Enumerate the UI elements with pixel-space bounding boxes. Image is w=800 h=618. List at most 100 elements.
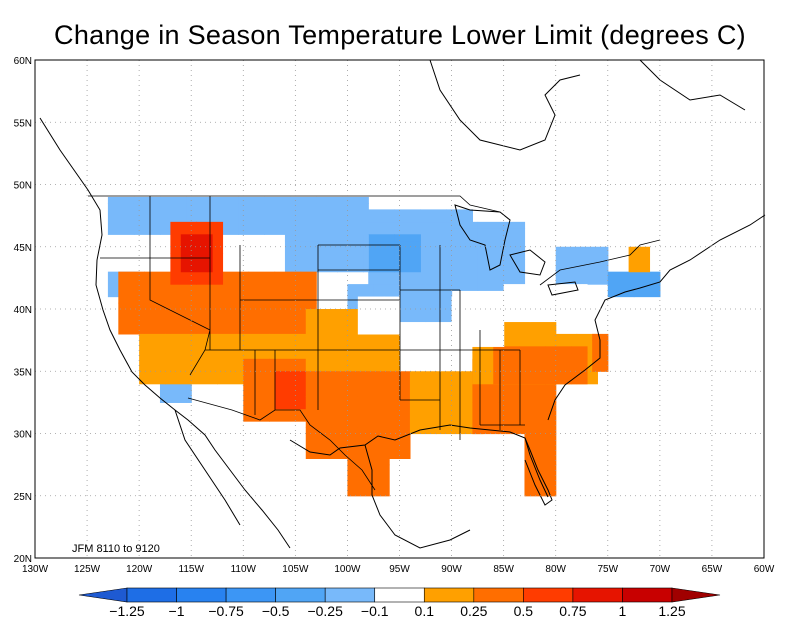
data-cells — [107, 196, 661, 497]
grid-cell — [342, 203, 369, 235]
grid-cell — [555, 290, 583, 323]
grid-cell — [347, 464, 375, 497]
grid-cell — [316, 203, 343, 235]
x-tick-label: 75W — [598, 564, 619, 575]
y-tick-label: 25N — [14, 492, 32, 503]
grid-cell — [519, 346, 546, 354]
colorbar-swatch — [275, 587, 326, 603]
grid-cell — [357, 302, 385, 335]
grid-cell — [118, 271, 145, 304]
x-tick-label: 85W — [493, 564, 514, 575]
grid-cell — [581, 284, 588, 291]
grid-cell — [550, 433, 557, 466]
colorbar-label: −0.25 — [307, 603, 343, 618]
grid-cell — [238, 203, 265, 235]
grid-cell — [118, 302, 145, 335]
colorbar-swatch — [126, 587, 177, 603]
colorbar-swatch — [622, 587, 673, 603]
us-canada-border — [88, 195, 661, 286]
grid-cell — [305, 371, 333, 397]
grid-cell — [477, 315, 505, 347]
grid-cell — [144, 271, 171, 304]
grid-cell — [571, 346, 588, 354]
grid-cell — [550, 464, 557, 497]
grid-cell — [420, 252, 447, 285]
x-tick-label: 65W — [702, 564, 723, 575]
grid-cell — [383, 396, 411, 428]
x-tick-label: 115W — [179, 564, 205, 575]
grid-cell — [248, 302, 276, 335]
grid-cell — [545, 346, 572, 354]
grid-cell — [144, 302, 171, 335]
grid-cell — [264, 203, 291, 235]
y-tick-label: 40N — [14, 305, 32, 316]
grid-cell — [581, 246, 609, 254]
grid-cell — [503, 259, 526, 291]
grid-cell — [274, 377, 302, 410]
grid-cell — [420, 209, 447, 223]
grid-cell — [274, 302, 302, 335]
grid-cell — [503, 284, 531, 291]
grid-cell — [300, 371, 307, 379]
colorbar: −1.25 −1 −0.75 −0.5 −0.25 −0.1 0.1 0.25 0.5 0.75 1… — [78, 587, 721, 618]
grid-cell — [368, 234, 395, 242]
period-annotation: JFM 8110 to 9120 — [72, 543, 160, 555]
grid-cell — [222, 271, 250, 304]
coastlines — [39, 59, 766, 549]
grid-cell — [571, 352, 588, 385]
grid-cell — [503, 228, 526, 260]
grid-cell — [331, 371, 359, 397]
colorbar-swatch — [324, 587, 376, 603]
colorbar-label: 0.1 — [415, 603, 435, 618]
grid-cell — [186, 196, 213, 204]
grid-cell — [274, 271, 302, 304]
grid-cell — [357, 371, 385, 397]
grid-cell — [269, 333, 296, 354]
x-tick-label: 100W — [334, 564, 361, 575]
grid-cell — [107, 203, 135, 235]
grid-cell — [592, 333, 609, 341]
grid-cell — [337, 234, 364, 242]
grid-cell — [425, 290, 453, 323]
grid-cell — [383, 371, 411, 397]
grid-cell — [383, 340, 401, 372]
grid-cell — [420, 221, 447, 254]
grid-cell — [399, 284, 427, 291]
grid-cell — [550, 371, 557, 403]
colorbar-swatch — [473, 587, 524, 603]
grid-cell — [238, 196, 265, 204]
grid-cell — [331, 396, 359, 428]
grid-cell — [186, 371, 192, 403]
colorbar-label: 1 — [619, 603, 627, 618]
grid-cell — [243, 333, 270, 354]
grid-cell — [451, 221, 479, 229]
grid-cell — [555, 252, 583, 285]
grid-cell — [545, 352, 572, 385]
grid-cell — [264, 196, 291, 204]
y-tick-label: 45N — [14, 243, 32, 254]
x-tick-label: 110W — [231, 564, 257, 575]
grid-cell — [451, 228, 479, 260]
grid-cell — [305, 340, 333, 372]
colorbar-label: −0.75 — [208, 603, 244, 618]
grid-cell — [305, 396, 333, 428]
map-frame — [34, 59, 765, 559]
grid-cell — [373, 445, 390, 466]
grid-cell — [316, 196, 343, 204]
grid-cell — [180, 234, 208, 242]
grid-cell — [133, 203, 161, 235]
x-tick-label: 125W — [74, 564, 101, 575]
y-tick-label: 50N — [14, 181, 32, 192]
colorbar-swatch — [176, 587, 227, 603]
grid-cell — [363, 234, 369, 242]
colorbar-label: −0.5 — [262, 603, 290, 618]
grid-cell — [290, 203, 317, 235]
colorbar-label: 0.5 — [514, 603, 534, 618]
grid-cell — [305, 309, 333, 341]
state-lines — [100, 196, 525, 440]
y-tick-labels: 20N 25N 30N 35N 40N 45N 50N 55N 60N — [14, 56, 32, 565]
grid-cell — [581, 290, 588, 323]
colorbar-label: −1 — [169, 603, 185, 618]
x-tick-labels: 130W 125W 120W 115W 110W 105W 100W 95W 90W 85W 80W… — [22, 564, 775, 575]
grid-cell — [290, 196, 317, 204]
